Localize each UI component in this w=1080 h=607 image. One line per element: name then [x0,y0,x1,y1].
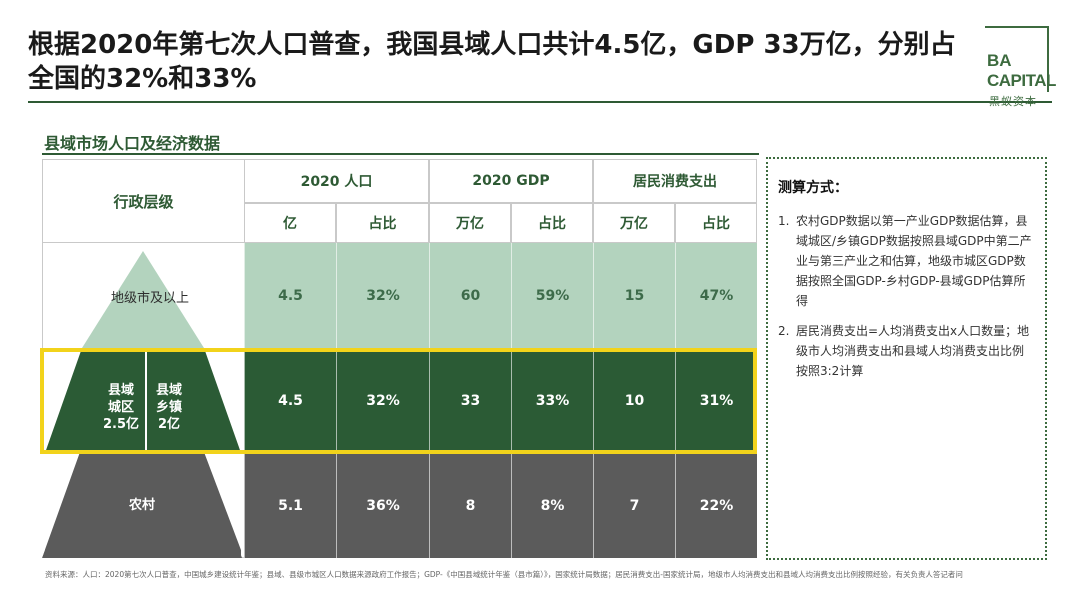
cell-city-cons-share: 47% [675,243,757,348]
cell-city-gdp: 60 [429,243,511,348]
cell-county-gdp: 33 [429,348,511,454]
logo-frame [985,26,1049,92]
logo-line2: CAPITAL [987,71,1056,90]
cell-rural-pop: 5.1 [244,454,336,558]
row-label-county-town: 县域 乡镇 2亿 [155,383,182,432]
pyramid-top [82,251,204,348]
section-title: 县域市场人口及经济数据 [44,134,221,153]
county-highlight-frame [40,348,757,454]
cell-county-cons: 10 [593,348,675,454]
row-label-city: 地级市及以上 [110,291,189,306]
subheader-gdp-share: 占比 [511,203,593,243]
methodology-box: 测算方式： 1. 农村GDP数据以第一产业GDP数据估算，县域城区/乡镇GDP数… [766,157,1047,560]
cell-city-pop: 4.5 [244,243,336,348]
page-title: 根据2020年第七次人口普查，我国县域人口共计4.5亿，GDP 33万亿，分别占… [28,30,956,94]
cell-city-gdp-share: 59% [511,243,593,348]
cell-rural-cons-share: 22% [675,454,757,558]
methodology-item-text: 农村GDP数据以第一产业GDP数据估算，县域城区/乡镇GDP数据按照县域GDP中… [796,214,1032,308]
subheader-cons-share: 占比 [675,203,757,243]
subheader-pop-share: 占比 [336,203,429,243]
cell-rural-pop-share: 36% [336,454,429,558]
row-label-county-urban: 县域 城区 2.5亿 [102,383,140,432]
methodology-item-number: 2. [778,324,790,338]
row-label-rural: 农村 [128,498,155,513]
group-header-population: 2020 人口 [244,159,429,203]
cell-city-cons: 15 [593,243,675,348]
pyramid-middle [45,348,241,453]
level-header: 行政层级 [42,159,244,243]
logo-line3: 黑蚁资本 [989,95,1037,108]
section-divider [42,153,759,155]
cell-rural-cons: 7 [593,454,675,558]
logo-line1: BA [987,51,1012,70]
cell-county-gdp-share: 33% [511,348,593,454]
methodology-title: 测算方式： [778,180,848,196]
subheader-pop-unit: 亿 [244,203,336,243]
logo: BA CAPITAL 黑蚁资本 [985,26,1056,110]
pyramid-bottom [42,452,242,558]
cell-city-pop-share: 32% [336,243,429,348]
methodology-item: 1. 农村GDP数据以第一产业GDP数据估算，县域城区/乡镇GDP数据按照县域G… [778,211,1033,311]
source-note: 资料来源：人口：2020第七次人口普查，中国城乡建设统计年鉴；县域、县级市城区人… [45,570,963,579]
subheader-gdp-unit: 万亿 [429,203,511,243]
methodology-item-text: 居民消费支出=人均消费支出x人口数量；地级市人均消费支出和县域人均消费支出比例按… [796,324,1030,378]
cell-county-pop-share: 32% [336,348,429,454]
pyramid-split [145,350,147,452]
title-divider [28,101,1052,103]
methodology-item-number: 1. [778,214,790,228]
cell-rural-gdp: 8 [429,454,511,558]
cell-rural-gdp-share: 8% [511,454,593,558]
subheader-cons-unit: 万亿 [593,203,675,243]
pyramid-bottom-shape [42,452,242,558]
cell-county-pop: 4.5 [244,348,336,454]
group-header-gdp: 2020 GDP [429,159,593,203]
group-header-consumption: 居民消费支出 [593,159,757,203]
methodology-item: 2. 居民消费支出=人均消费支出x人口数量；地级市人均消费支出和县域人均消费支出… [778,321,1033,381]
cell-county-cons-share: 31% [675,348,757,454]
